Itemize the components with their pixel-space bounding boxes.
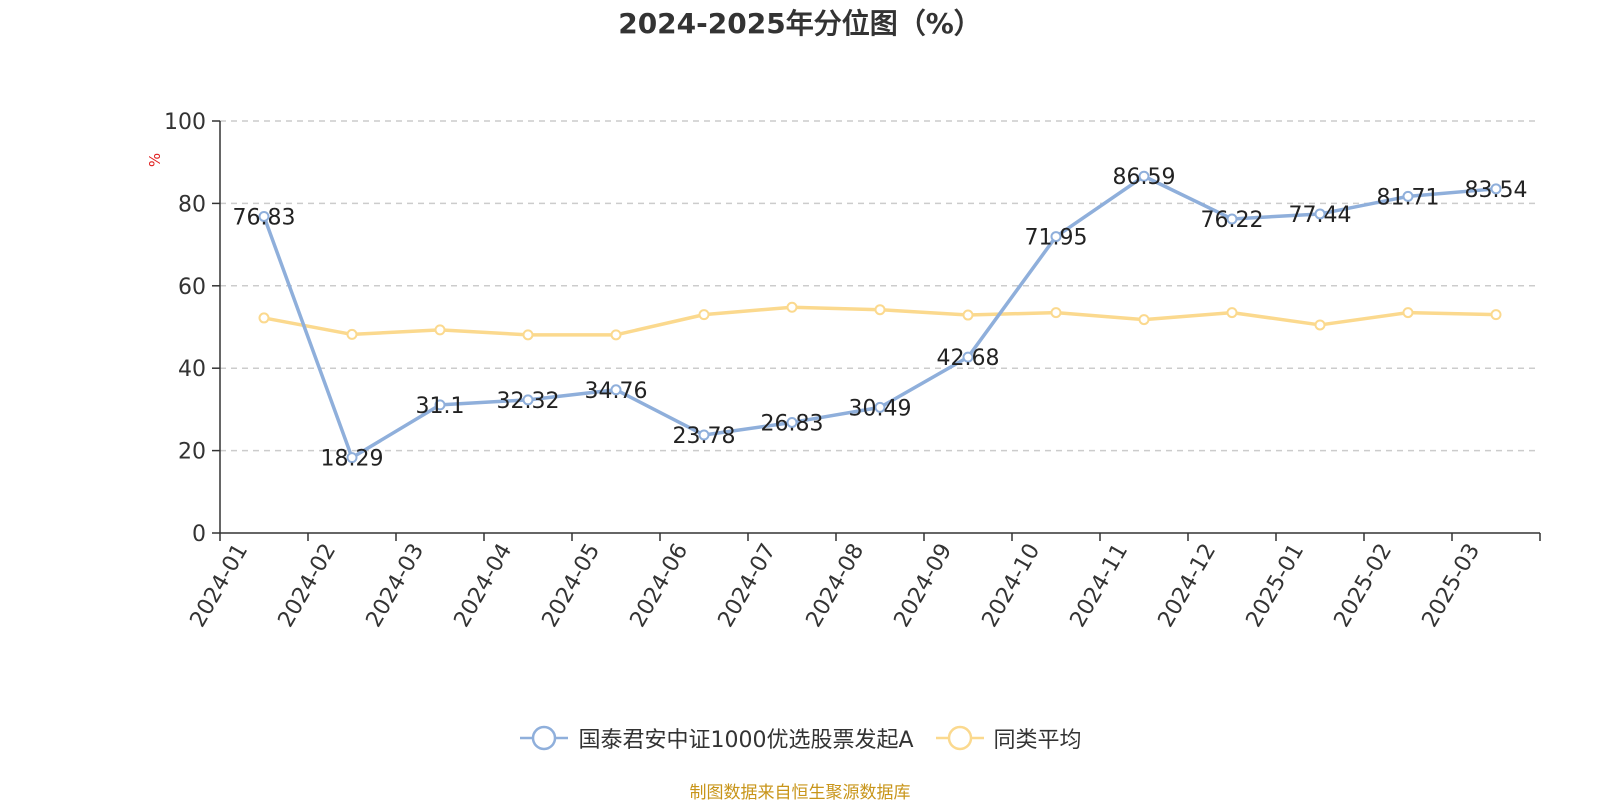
x-tick-label: 2024-02 (274, 540, 342, 632)
data-label: 76.22 (1201, 208, 1264, 233)
y-tick-label: 40 (178, 357, 206, 382)
data-label: 83.54 (1465, 178, 1528, 203)
y-tick-label: 80 (178, 192, 206, 217)
legend-swatch-icon (935, 725, 984, 751)
data-point (1138, 170, 1150, 182)
x-tick-label: 2024-05 (538, 540, 606, 632)
x-tick-label: 2025-01 (1242, 540, 1310, 632)
data-point (522, 394, 534, 406)
data-label: 30.49 (849, 396, 912, 421)
grid-lines (220, 120, 1540, 452)
data-point (258, 210, 270, 222)
x-tick-label: 2024-03 (362, 540, 430, 632)
data-labels: 76.83 18.29 31.1 32.32 34.76 23.78 26.83 30.49 4… (233, 165, 1528, 471)
data-label: 42.68 (937, 346, 1000, 371)
data-point (610, 329, 622, 341)
data-point (434, 399, 446, 411)
data-point (1490, 309, 1502, 321)
data-point (786, 416, 798, 428)
data-label: 77.44 (1289, 203, 1352, 228)
y-tick-label: 60 (178, 275, 206, 300)
data-point (346, 328, 358, 340)
x-tick-label: 2024-08 (802, 540, 870, 632)
x-tick-label: 2024-10 (978, 540, 1046, 632)
data-point (698, 429, 710, 441)
y-tick-label: 20 (178, 440, 206, 465)
data-label: 23.78 (673, 424, 736, 449)
series-lines (258, 170, 1502, 464)
data-label: 81.71 (1377, 185, 1440, 210)
x-tick-label: 2024-04 (450, 540, 518, 632)
legend-swatch-icon (520, 725, 569, 751)
data-point (698, 309, 710, 321)
x-tick-label: 2024-06 (626, 540, 694, 632)
data-point (1226, 213, 1238, 225)
data-label: 86.59 (1113, 165, 1176, 190)
data-point (786, 301, 798, 313)
data-point (1402, 190, 1414, 202)
data-point (434, 324, 446, 336)
x-tick-label: 2025-02 (1330, 540, 1398, 632)
data-label: 31.1 (416, 394, 465, 419)
data-label: 76.83 (233, 205, 296, 230)
data-point (610, 384, 622, 396)
data-point (346, 452, 358, 464)
data-point (1402, 307, 1414, 319)
legend-label: 国泰君安中证1000优选股票发起A (578, 728, 914, 753)
y-tick-label: 0 (192, 522, 206, 547)
data-label: 18.29 (321, 447, 384, 472)
data-point (874, 304, 886, 316)
data-point (1050, 307, 1062, 319)
data-label: 71.95 (1025, 226, 1088, 251)
y-tick-label: 100 (164, 110, 206, 135)
legend-item[interactable]: 同类平均 (934, 722, 1082, 754)
x-tick-label: 2024-09 (890, 540, 958, 632)
data-label: 26.83 (761, 411, 824, 436)
chart-title: 2024-2025年分位图（%） (618, 7, 982, 40)
source-note: 制图数据来自恒生聚源数据库 (689, 783, 911, 803)
data-point (258, 312, 270, 324)
data-point (874, 401, 886, 413)
y-axis-unit-label: % (146, 153, 164, 167)
x-tick-label: 2024-11 (1066, 540, 1134, 632)
data-point (1138, 314, 1150, 326)
data-point (1050, 231, 1062, 243)
legend-label: 同类平均 (993, 728, 1082, 753)
data-point (522, 329, 534, 341)
legend-item[interactable]: 国泰君安中证1000优选股票发起A (518, 722, 914, 754)
x-tick-label: 2024-01 (186, 540, 254, 632)
data-label: 34.76 (585, 379, 648, 404)
x-tick-label: 2025-03 (1418, 540, 1486, 632)
data-point (1490, 183, 1502, 195)
data-point (1314, 319, 1326, 331)
data-point (962, 351, 974, 363)
data-point (962, 309, 974, 321)
x-tick-label: 2024-07 (714, 540, 782, 632)
data-point (1314, 208, 1326, 220)
axes: 0 20 40 60 80 100 2024-01 2024-02 2024-03 2024-04… (164, 110, 1541, 632)
data-point (1226, 307, 1238, 319)
x-tick-label: 2024-12 (1154, 540, 1222, 632)
data-label: 32.32 (497, 389, 560, 414)
legend: 国泰君安中证1000优选股票发起A 同类平均 (0, 722, 1600, 754)
